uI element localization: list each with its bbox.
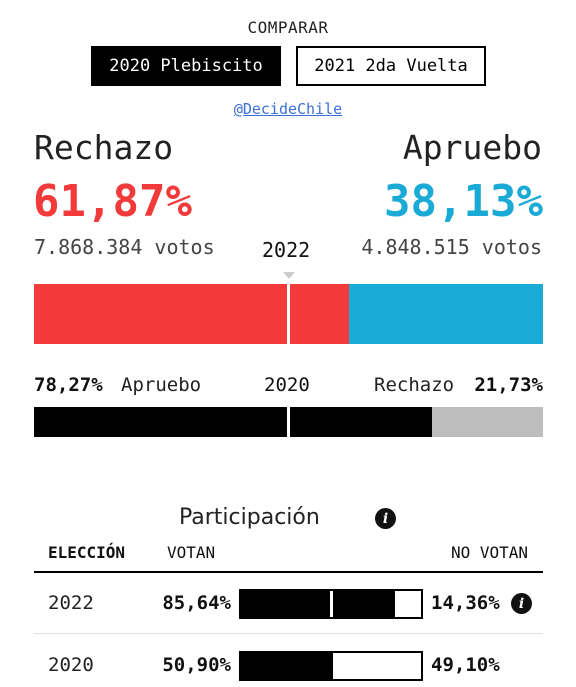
row-year: 2022: [48, 592, 94, 614]
row-votan-value: 85,64%: [162, 592, 231, 614]
rechazo-votes: 7.868.384 votos: [34, 235, 215, 259]
rechazo-label: Rechazo: [34, 128, 174, 167]
participation-bar-fill: [241, 653, 333, 679]
row-votan-value: 50,90%: [162, 654, 231, 676]
rechazo-2020-label: Rechazo: [374, 374, 455, 396]
row-year: 2020: [48, 654, 94, 676]
result-bar-2020: [34, 407, 543, 437]
row-no-votan-value: 14,36%: [431, 592, 500, 614]
midpoint-marker-icon: [283, 272, 295, 279]
info-icon[interactable]: i: [511, 593, 532, 614]
participation-bar-midline: [330, 591, 333, 617]
apruebo-2020-label: Apruebo: [121, 374, 202, 396]
rechazo-2020-percentage: 21,73%: [474, 374, 543, 396]
current-year-label: 2022: [262, 238, 311, 262]
compare-2021-2da-vuelta-button[interactable]: 2021 2da Vuelta: [296, 46, 486, 86]
apruebo-votes: 4.848.515 votos: [361, 235, 542, 259]
bar-2022-apruebo-segment: [348, 284, 543, 344]
result-bar-2022: [34, 284, 543, 344]
apruebo-label: Apruebo: [402, 128, 542, 167]
participation-bar-fill: [241, 591, 396, 617]
column-header-votan: VOTAN: [167, 543, 216, 562]
midpoint-line-2020: [286, 407, 290, 437]
column-header-eleccion: ELECCIÓN: [48, 543, 126, 562]
bar-2020-apruebo-segment: [34, 407, 433, 437]
table-header-divider: [34, 571, 543, 573]
previous-year-label: 2020: [264, 374, 310, 396]
source-link[interactable]: @DecideChile: [233, 100, 343, 118]
compare-label: COMPARAR: [247, 18, 329, 37]
apruebo-percentage: 38,13%: [384, 176, 543, 227]
info-icon[interactable]: i: [375, 508, 396, 529]
participation-bar: [239, 589, 423, 619]
midpoint-line-2022: [286, 284, 290, 344]
compare-2020-plebiscito-button[interactable]: 2020 Plebiscito: [91, 46, 281, 86]
bar-2020-rechazo-segment: [432, 407, 543, 437]
bar-2022-rechazo-segment: [34, 284, 349, 344]
row-divider: [34, 633, 543, 634]
apruebo-2020-percentage: 78,27%: [34, 374, 103, 396]
column-header-no-votan: NO VOTAN: [450, 543, 528, 562]
participation-bar: [239, 651, 423, 681]
row-no-votan-value: 49,10%: [431, 654, 500, 676]
participation-title: Participación: [179, 505, 320, 530]
rechazo-percentage: 61,87%: [33, 176, 192, 227]
